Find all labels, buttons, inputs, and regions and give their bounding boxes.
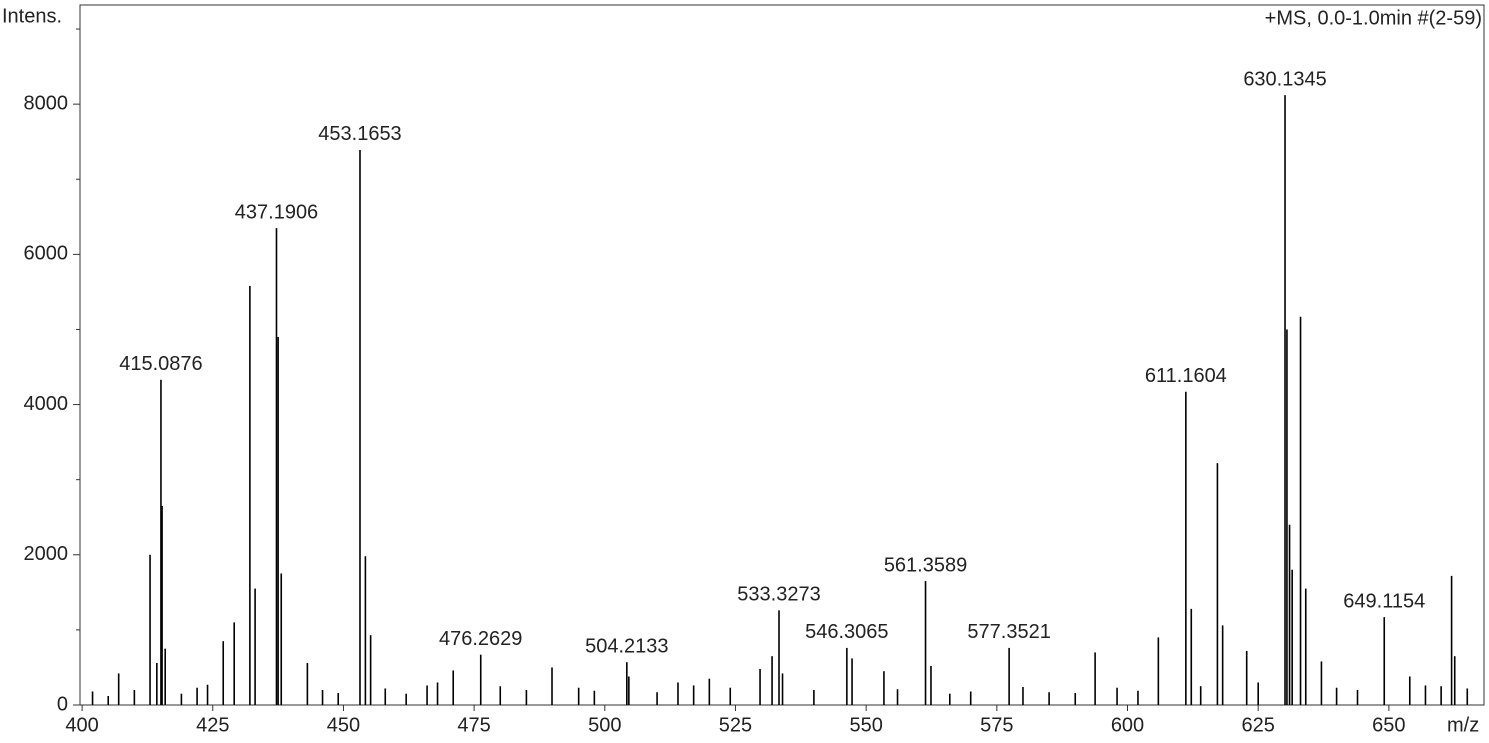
x-tick-label: 475 bbox=[457, 714, 490, 736]
y-tick-label: 4000 bbox=[24, 393, 69, 415]
x-tick-label: 600 bbox=[1111, 714, 1144, 736]
x-tick-label: 525 bbox=[719, 714, 752, 736]
chart-subtitle: +MS, 0.0-1.0min #(2-59) bbox=[1265, 7, 1482, 29]
peak-label: 546.3065 bbox=[805, 621, 888, 643]
peak-label: 453.1653 bbox=[318, 123, 401, 145]
peak-label: 504.2133 bbox=[585, 635, 668, 657]
y-tick-label: 0 bbox=[57, 693, 68, 715]
peak-label: 611.1604 bbox=[1145, 365, 1227, 387]
peak-label: 649.1154 bbox=[1343, 590, 1425, 612]
peak-label: 561.3589 bbox=[884, 554, 967, 576]
y-tick-label: 6000 bbox=[24, 243, 69, 265]
x-tick-label: 450 bbox=[327, 714, 360, 736]
peak-label: 577.3521 bbox=[967, 621, 1050, 643]
peak-label: 476.2629 bbox=[439, 628, 522, 650]
peak-label: 437.1906 bbox=[235, 201, 318, 223]
x-axis-label: m/z bbox=[1447, 714, 1479, 736]
peak-label: 415.0876 bbox=[119, 353, 202, 375]
x-tick-label: 400 bbox=[65, 714, 98, 736]
y-tick-label: 8000 bbox=[24, 92, 69, 114]
x-tick-label: 575 bbox=[980, 714, 1013, 736]
y-tick-label: 2000 bbox=[24, 543, 69, 565]
x-tick-label: 625 bbox=[1242, 714, 1275, 736]
peak-label: 630.1345 bbox=[1243, 68, 1326, 90]
x-tick-label: 500 bbox=[588, 714, 621, 736]
x-tick-label: 550 bbox=[849, 714, 882, 736]
y-axis-label: Intens. bbox=[2, 5, 62, 27]
x-tick-label: 425 bbox=[196, 714, 229, 736]
x-tick-label: 650 bbox=[1372, 714, 1405, 736]
peak-label: 533.3273 bbox=[737, 584, 820, 606]
